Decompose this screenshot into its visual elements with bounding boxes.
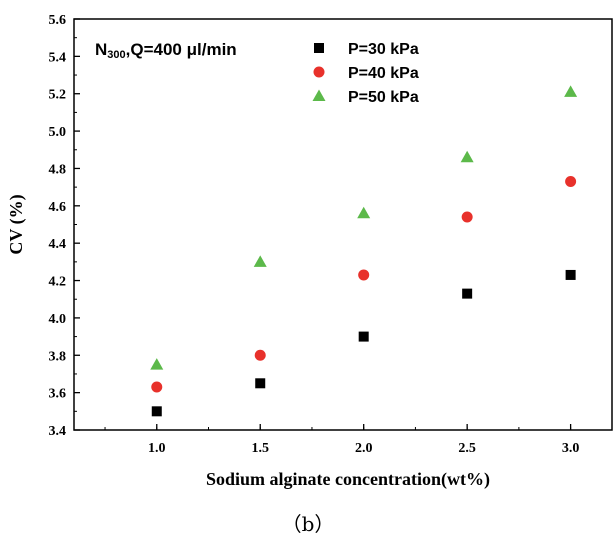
y-tick-label: 5.6	[49, 13, 67, 28]
y-tick-label: 4.6	[49, 200, 67, 215]
data-point	[357, 206, 371, 219]
y-tick-label: 4.0	[49, 312, 67, 327]
legend-marker	[314, 43, 324, 53]
y-tick-label: 4.8	[49, 162, 67, 177]
y-axis-title: CV (%)	[6, 194, 27, 254]
x-tick-label: 2.0	[355, 441, 373, 456]
x-tick-label: 1.0	[148, 441, 166, 456]
legend-label: P=40 kPa	[348, 65, 419, 82]
y-tick-label: 3.6	[49, 387, 67, 402]
x-axis-title: Sodium alginate concentration(wt%)	[206, 469, 490, 490]
x-tick-label: 3.0	[562, 441, 580, 456]
data-point	[150, 358, 164, 370]
legend-marker	[312, 89, 326, 101]
figure-caption: （b）	[281, 512, 335, 536]
axis-ticks	[74, 18, 572, 431]
legend: P=30 kPa P=40 kPa P=50 kPa	[312, 41, 419, 106]
data-point	[565, 176, 577, 188]
data-point	[565, 269, 576, 280]
data-point	[151, 406, 162, 417]
x-tick-label: 2.5	[458, 441, 476, 456]
data-point	[461, 211, 473, 223]
data-point	[564, 85, 578, 97]
y-tick-label: 3.8	[49, 349, 67, 364]
data-point	[462, 288, 473, 299]
legend-label: P=30 kPa	[348, 41, 419, 58]
data-point	[253, 255, 267, 267]
data-markers	[150, 85, 578, 417]
y-tick-label: 4.2	[49, 275, 67, 290]
data-point	[358, 331, 369, 342]
data-point	[460, 150, 474, 163]
y-tick-label: 3.4	[49, 424, 67, 439]
chart-annotation: N300,Q=400 μl/min	[95, 40, 237, 61]
y-tick-labels: 3.4 3.6 3.8 4.0 4.2 4.4 4.6 4.8 5.0 5.2 5.4 5.6	[49, 13, 67, 439]
data-point	[254, 349, 266, 361]
plot-frame	[73, 18, 613, 431]
scatter-chart: 3.4 3.6 3.8 4.0 4.2 4.4 4.6 4.8 5.0 5.2 5.4 5.6 1.0…	[6, 13, 613, 490]
y-tick-label: 5.0	[49, 125, 67, 140]
y-tick-label: 4.4	[49, 237, 67, 252]
y-tick-label: 5.4	[49, 50, 67, 65]
legend-marker	[313, 66, 325, 78]
data-point	[255, 378, 266, 389]
data-point	[151, 381, 163, 393]
legend-label: P=50 kPa	[348, 89, 419, 106]
y-tick-label: 5.2	[49, 88, 67, 103]
x-tick-labels: 1.0 1.5 2.0 2.5 3.0	[148, 441, 579, 456]
x-tick-label: 1.5	[251, 441, 269, 456]
data-point	[358, 269, 370, 281]
